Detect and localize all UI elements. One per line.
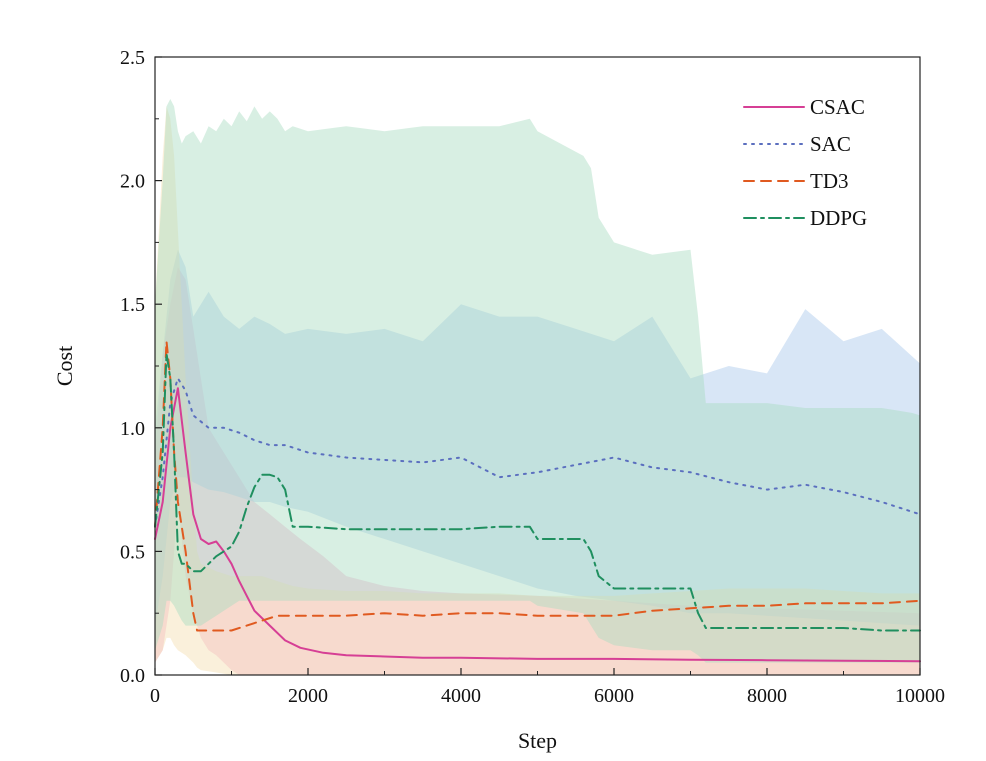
ddpg-band [155,99,920,663]
y-axis-label: Cost [52,346,77,386]
x-tick-label: 0 [150,685,160,707]
x-tick-label: 8000 [747,685,787,707]
y-tick-label: 2.5 [120,47,145,69]
csac-band [155,267,920,675]
legend: CSAC SAC TD3 DDPG [743,95,867,230]
x-tick-label: 10000 [895,685,945,707]
legend-td3-label: TD3 [810,169,849,193]
y-tick-label: 1.0 [120,418,145,440]
y-tick-label: 0.0 [120,665,145,687]
series-lines [154,340,921,663]
ddpg-line [154,352,921,632]
td3-line [154,340,921,632]
y-tick-label: 1.5 [120,294,145,316]
legend-csac-label: CSAC [810,95,865,119]
x-tick-label: 6000 [594,685,634,707]
legend-sac-label: SAC [810,132,851,156]
sac-band [155,249,920,626]
confidence-bands [155,99,920,675]
y-tick-label: 2.0 [120,171,145,193]
sac-line [154,377,921,528]
x-axis-label: Step [518,728,557,753]
td3-band [155,106,920,675]
x-axis-ticks: 0 2000 4000 6000 8000 10000 [150,668,945,707]
y-tick-label: 0.5 [120,541,145,563]
legend-ddpg-label: DDPG [810,206,867,230]
y-axis-ticks: 0.0 0.5 1.0 1.5 2.0 2.5 [120,47,162,687]
x-tick-label: 4000 [441,685,481,707]
csac-line [154,387,921,663]
x-tick-label: 2000 [288,685,328,707]
